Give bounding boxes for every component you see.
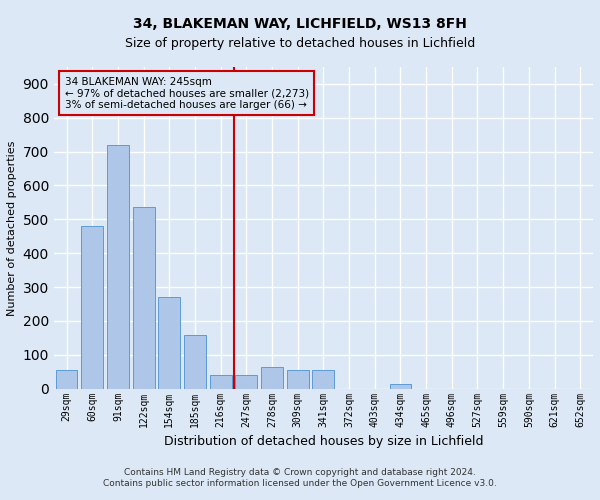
X-axis label: Distribution of detached houses by size in Lichfield: Distribution of detached houses by size … xyxy=(164,435,483,448)
Bar xyxy=(133,208,155,388)
Text: Size of property relative to detached houses in Lichfield: Size of property relative to detached ho… xyxy=(125,38,475,51)
Bar xyxy=(235,375,257,388)
Text: 34, BLAKEMAN WAY, LICHFIELD, WS13 8FH: 34, BLAKEMAN WAY, LICHFIELD, WS13 8FH xyxy=(133,18,467,32)
Y-axis label: Number of detached properties: Number of detached properties xyxy=(7,140,17,316)
Bar xyxy=(261,366,283,388)
Bar xyxy=(313,370,334,388)
Text: Contains HM Land Registry data © Crown copyright and database right 2024.
Contai: Contains HM Land Registry data © Crown c… xyxy=(103,468,497,487)
Bar xyxy=(210,375,232,388)
Text: 34 BLAKEMAN WAY: 245sqm
← 97% of detached houses are smaller (2,273)
3% of semi-: 34 BLAKEMAN WAY: 245sqm ← 97% of detache… xyxy=(65,76,308,110)
Bar xyxy=(56,370,77,388)
Bar xyxy=(158,297,180,388)
Bar xyxy=(184,334,206,388)
Bar xyxy=(107,145,129,388)
Bar xyxy=(287,370,308,388)
Bar xyxy=(82,226,103,388)
Bar xyxy=(389,384,412,388)
